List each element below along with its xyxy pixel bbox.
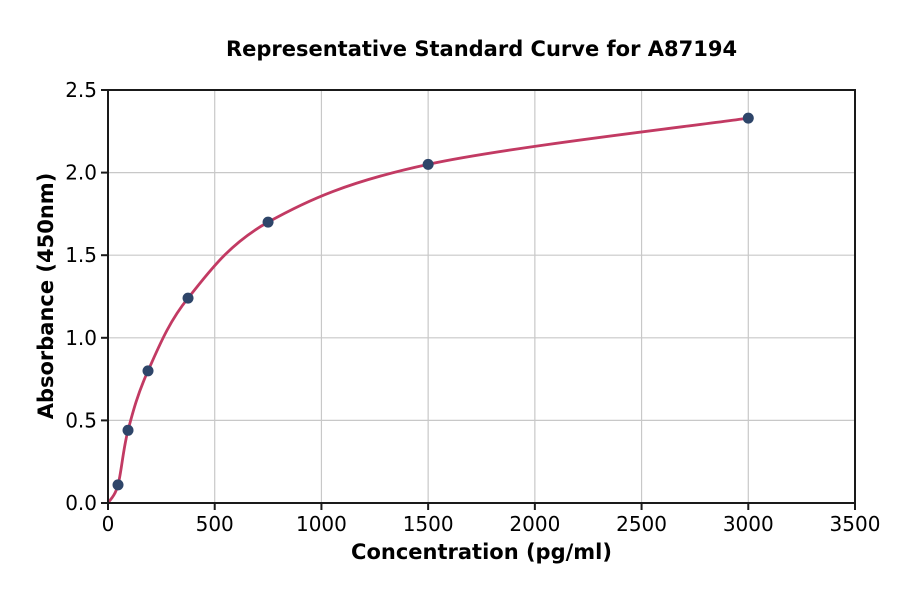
y-tick-label: 0.0: [65, 491, 97, 515]
y-tick-label: 2.0: [65, 161, 97, 185]
y-tick-label: 0.5: [65, 408, 97, 432]
y-tick-label: 1.0: [65, 326, 97, 350]
data-point: [422, 158, 434, 170]
x-tick-label: 0: [102, 512, 115, 536]
x-tick-label: 500: [196, 512, 234, 536]
x-axis-label: Concentration (pg/ml): [351, 540, 612, 564]
data-point: [182, 292, 194, 304]
data-point: [112, 479, 124, 491]
x-tick-label: 3500: [830, 512, 881, 536]
chart-title: Representative Standard Curve for A87194: [225, 37, 738, 61]
x-tick-label: 2500: [616, 512, 667, 536]
data-point: [122, 424, 134, 436]
y-tick-label: 2.5: [65, 78, 97, 102]
data-point: [742, 112, 754, 124]
axes-box: [107, 89, 856, 504]
x-tick-label: 2000: [509, 512, 560, 536]
x-tick-label: 1000: [296, 512, 347, 536]
y-axis-label: Absorbance (450nm): [34, 172, 58, 420]
data-point: [262, 216, 274, 228]
y-tick-label: 1.5: [65, 243, 97, 267]
x-tick-label: 3000: [723, 512, 774, 536]
x-tick-label: 1500: [403, 512, 454, 536]
fit-curve: [108, 116, 750, 503]
data-point: [142, 365, 154, 377]
